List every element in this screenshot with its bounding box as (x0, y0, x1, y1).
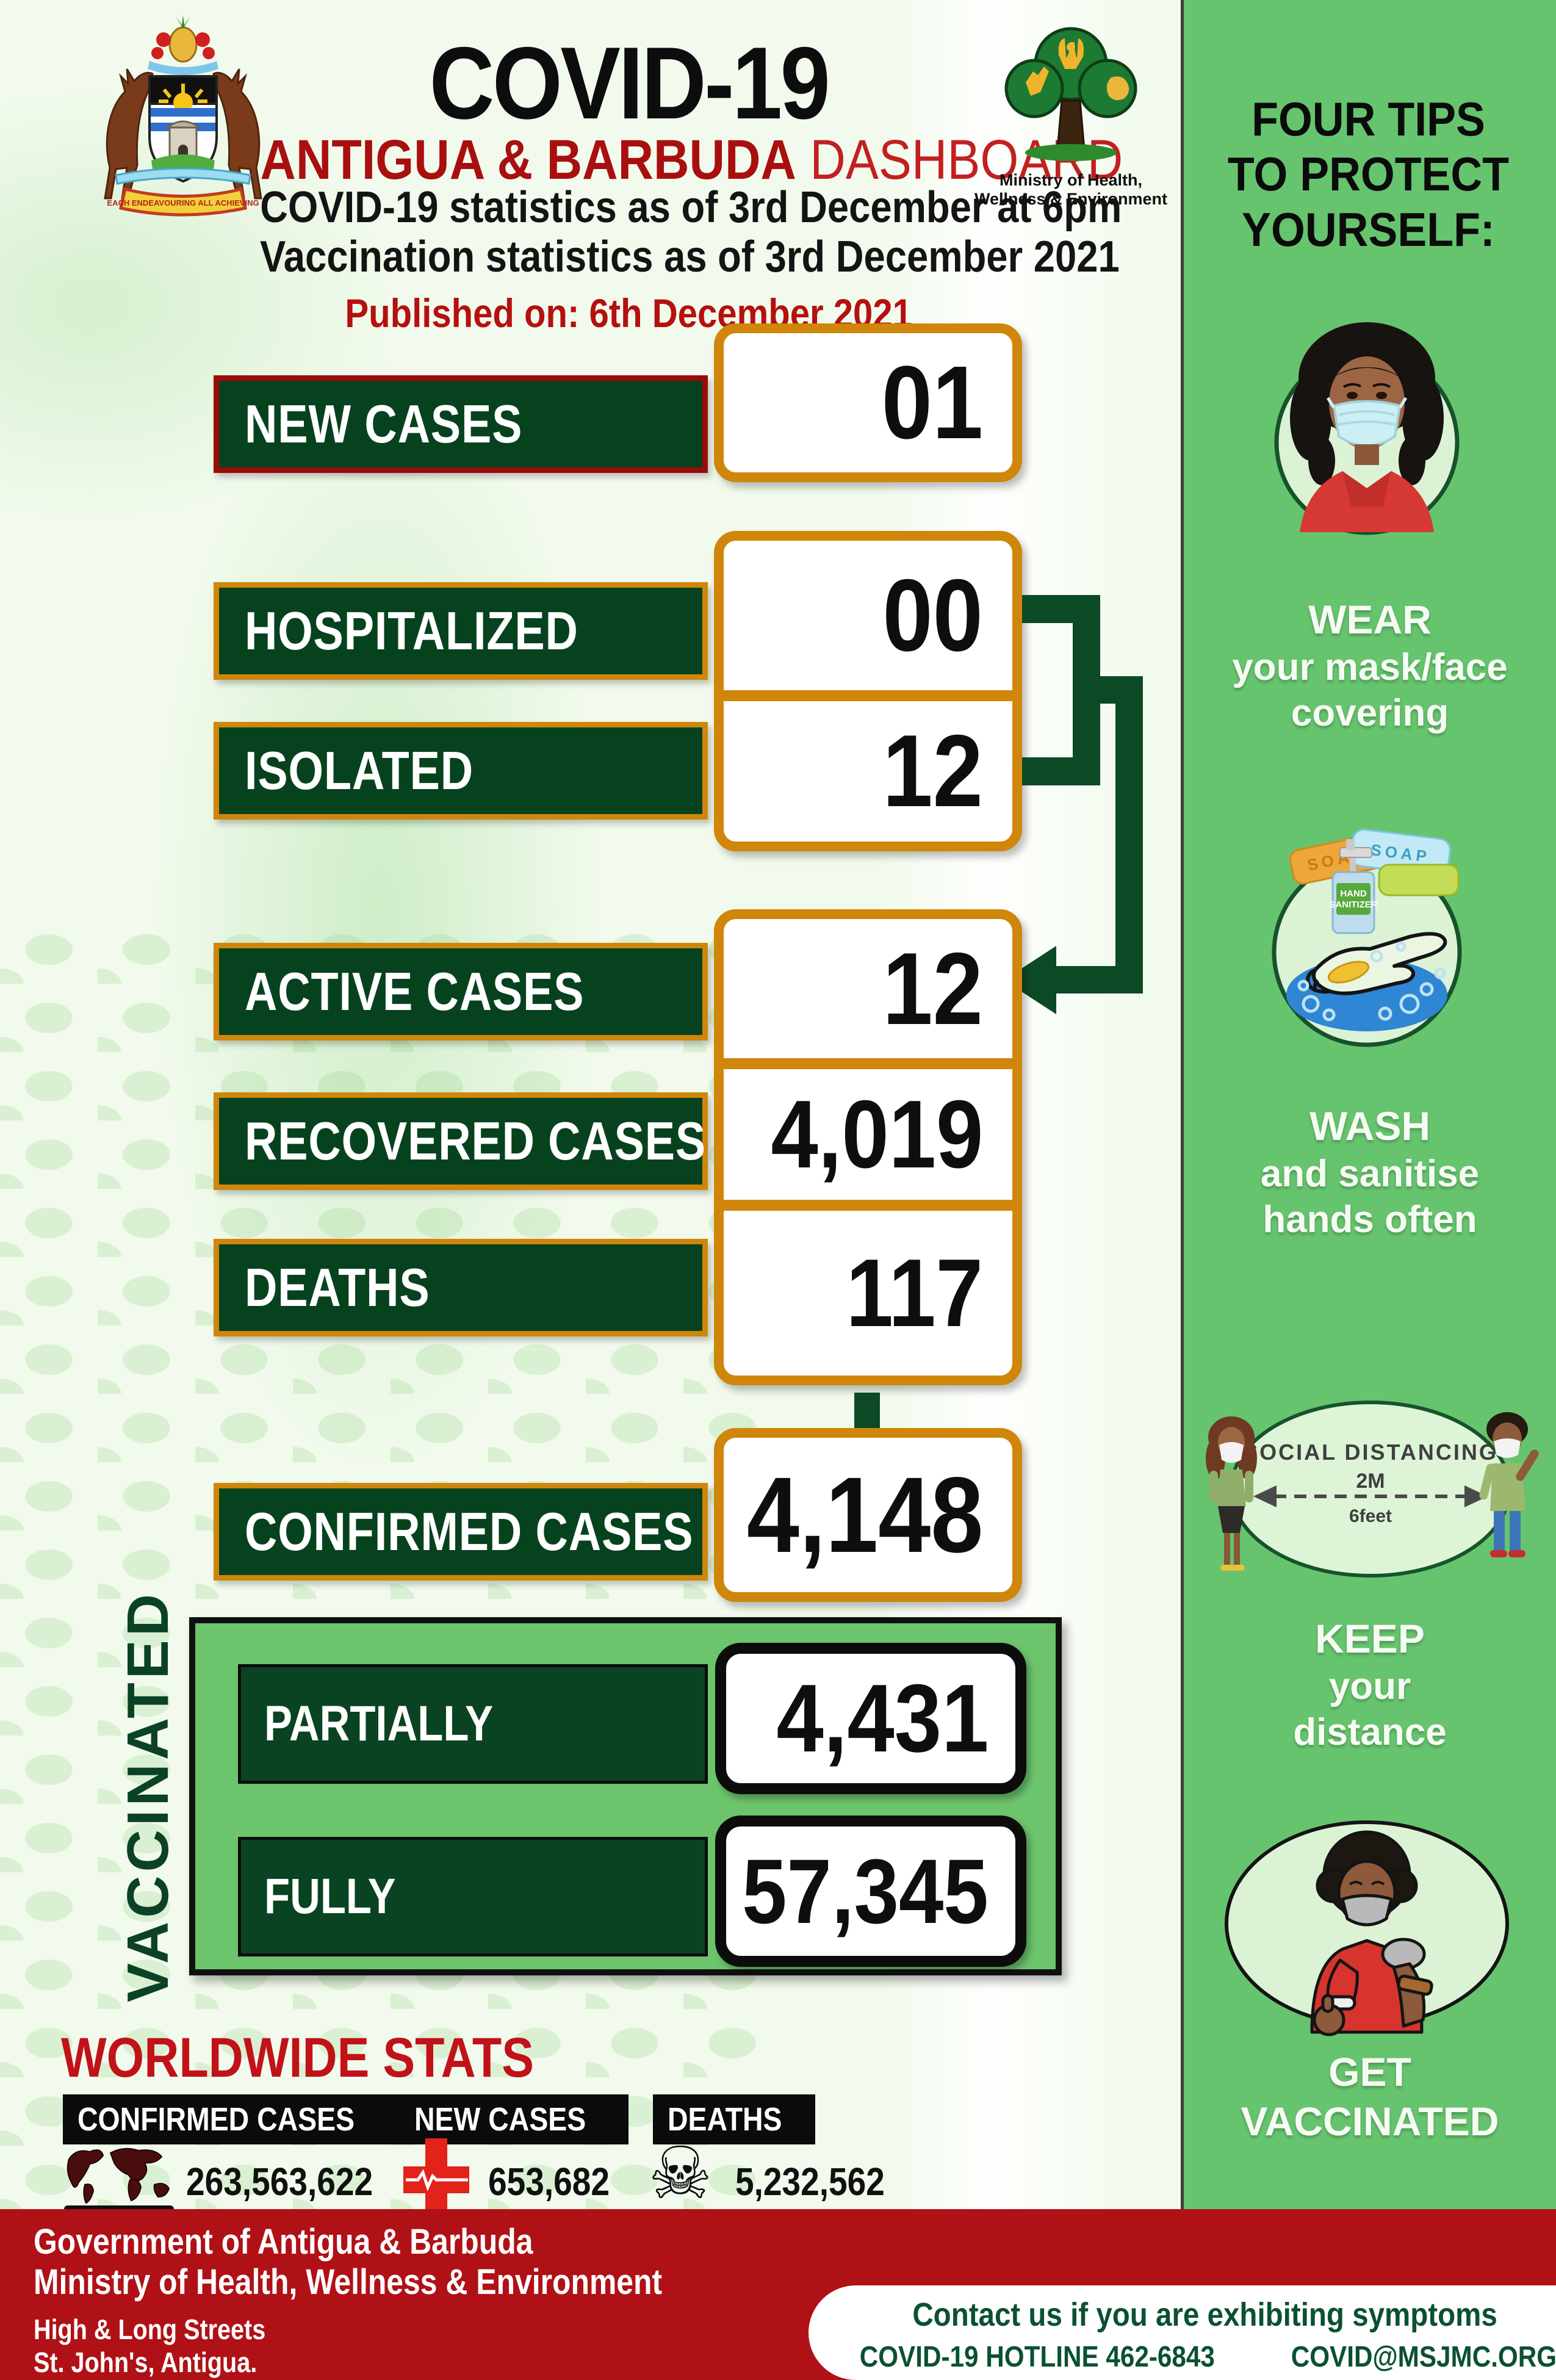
mask-woman-icon (1263, 305, 1471, 537)
footer-address-2: St. John's, Antigua. (34, 2346, 258, 2378)
stack-divider (724, 1058, 1012, 1070)
tips-heading: FOUR TIPS TO PROTECT YOURSELF: (1227, 92, 1510, 256)
vaccinated-heading: VACCINATED (115, 1590, 181, 2003)
coat-of-arms-icon: EACH ENDEAVOURING ALL ACHIEVING (92, 15, 275, 217)
worldwide-confirmed-label: CONFIRMED CASES (63, 2094, 415, 2144)
social-distancing-icon: SOCIAL DISTANCING 2M 6feet (1195, 1391, 1546, 1593)
svg-text:2M: 2M (1356, 1469, 1385, 1493)
contact-details: COVID-19 HOTLINE 462-6843 COVID@MSJMC.OR… (859, 2337, 1556, 2376)
worldwide-new-value: 653,682 (488, 2160, 610, 2204)
world-map-icon (58, 2142, 180, 2215)
active-cases-value: 12 (882, 931, 983, 1046)
fully-value: 57,345 (715, 1816, 1026, 1967)
connector-stub-isolated (1022, 757, 1100, 785)
connector-arrow-shaft (1053, 966, 1143, 993)
skull-icon: ☠ (648, 2133, 713, 2214)
recovered-cases-label: RECOVERED CASES (214, 1092, 708, 1190)
footer-ministry: Ministry of Health, Wellness & Environme… (34, 2262, 663, 2302)
partially-label: PARTIALLY (238, 1664, 708, 1784)
isolated-value: 12 (882, 713, 983, 829)
svg-text:SANITIZER: SANITIZER (1329, 900, 1377, 910)
footer-government: Government of Antigua & Barbuda (34, 2222, 533, 2262)
motto-ribbon: EACH ENDEAVOURING ALL ACHIEVING (107, 187, 259, 217)
ministry-tree-logo-icon (973, 21, 1169, 168)
contact-panel (809, 2285, 1556, 2380)
worldwide-deaths-value: 5,232,562 (735, 2160, 885, 2204)
isolated-label: ISOLATED (214, 722, 708, 820)
hospitalized-label: HOSPITALIZED (214, 582, 708, 680)
new-cases-label: NEW CASES (214, 375, 708, 473)
worldwide-stats-title: WORLDWIDE STATS (61, 2027, 534, 2089)
page-title: COVID-19 (429, 26, 830, 140)
ministry-logo-caption: Ministry of Health, Wellness & Environme… (974, 171, 1168, 209)
partially-value: 4,431 (715, 1643, 1026, 1794)
hospitalized-value: 00 (882, 557, 983, 673)
new-cases-value: 01 (714, 323, 1022, 482)
worldwide-new-label: NEW CASES (400, 2094, 629, 2144)
tip-wash-text: WASH and sanitise hands often (1260, 1103, 1480, 1241)
tip-vaccinated-text: GET VACCINATED (1241, 2049, 1499, 2144)
stack-divider (724, 1200, 1012, 1211)
worldwide-deaths-label: DEATHS (653, 2094, 816, 2144)
recovered-cases-value: 4,019 (771, 1080, 983, 1188)
deaths-label: DEATHS (214, 1239, 708, 1336)
email-text: COVID@MSJMC.ORG (1291, 2340, 1556, 2373)
tip-distance-text: KEEP your distance (1293, 1616, 1447, 1754)
active-cases-label: ACTIVE CASES (214, 943, 708, 1040)
svg-text:HAND: HAND (1340, 889, 1366, 899)
stats-asof-lines: COVID-19 statistics as of 3rd December a… (260, 183, 1122, 281)
hotline-text: COVID-19 HOTLINE 462-6843 (859, 2340, 1215, 2373)
worldwide-confirmed-value: 263,563,622 (186, 2160, 373, 2204)
connector-vertical-1 (1073, 595, 1100, 785)
hospitalized-isolated-value-stack: 00 12 (714, 531, 1022, 851)
confirmed-cases-label: CONFIRMED CASES (214, 1483, 708, 1581)
svg-text:SOCIAL DISTANCING: SOCIAL DISTANCING (1243, 1440, 1498, 1465)
page-subtitle: ANTIGUA & BARBUDA DASHBOARD (260, 129, 1123, 191)
active-recovered-deaths-value-stack: 12 4,019 117 (714, 909, 1022, 1385)
stack-divider (724, 690, 1012, 701)
confirmed-cases-value: 4,148 (714, 1428, 1022, 1602)
connector-vertical-2 (1115, 676, 1143, 993)
svg-text:EACH ENDEAVOURING ALL ACHIEVIN: EACH ENDEAVOURING ALL ACHIEVING (107, 198, 259, 207)
deaths-value: 117 (846, 1239, 983, 1347)
fully-label: FULLY (238, 1837, 708, 1956)
footer-address-1: High & Long Streets (34, 2313, 266, 2345)
contact-heading: Contact us if you are exhibiting symptom… (912, 2296, 1498, 2333)
svg-text:6feet: 6feet (1349, 1506, 1392, 1526)
vaccinated-person-icon (1220, 1819, 1513, 2038)
tip-wear-text: WEAR your mask/face covering (1232, 597, 1508, 735)
red-cross-icon (400, 2135, 473, 2226)
wash-hands-icon: SOAP SOAP HAND SANITIZER (1257, 821, 1477, 1053)
